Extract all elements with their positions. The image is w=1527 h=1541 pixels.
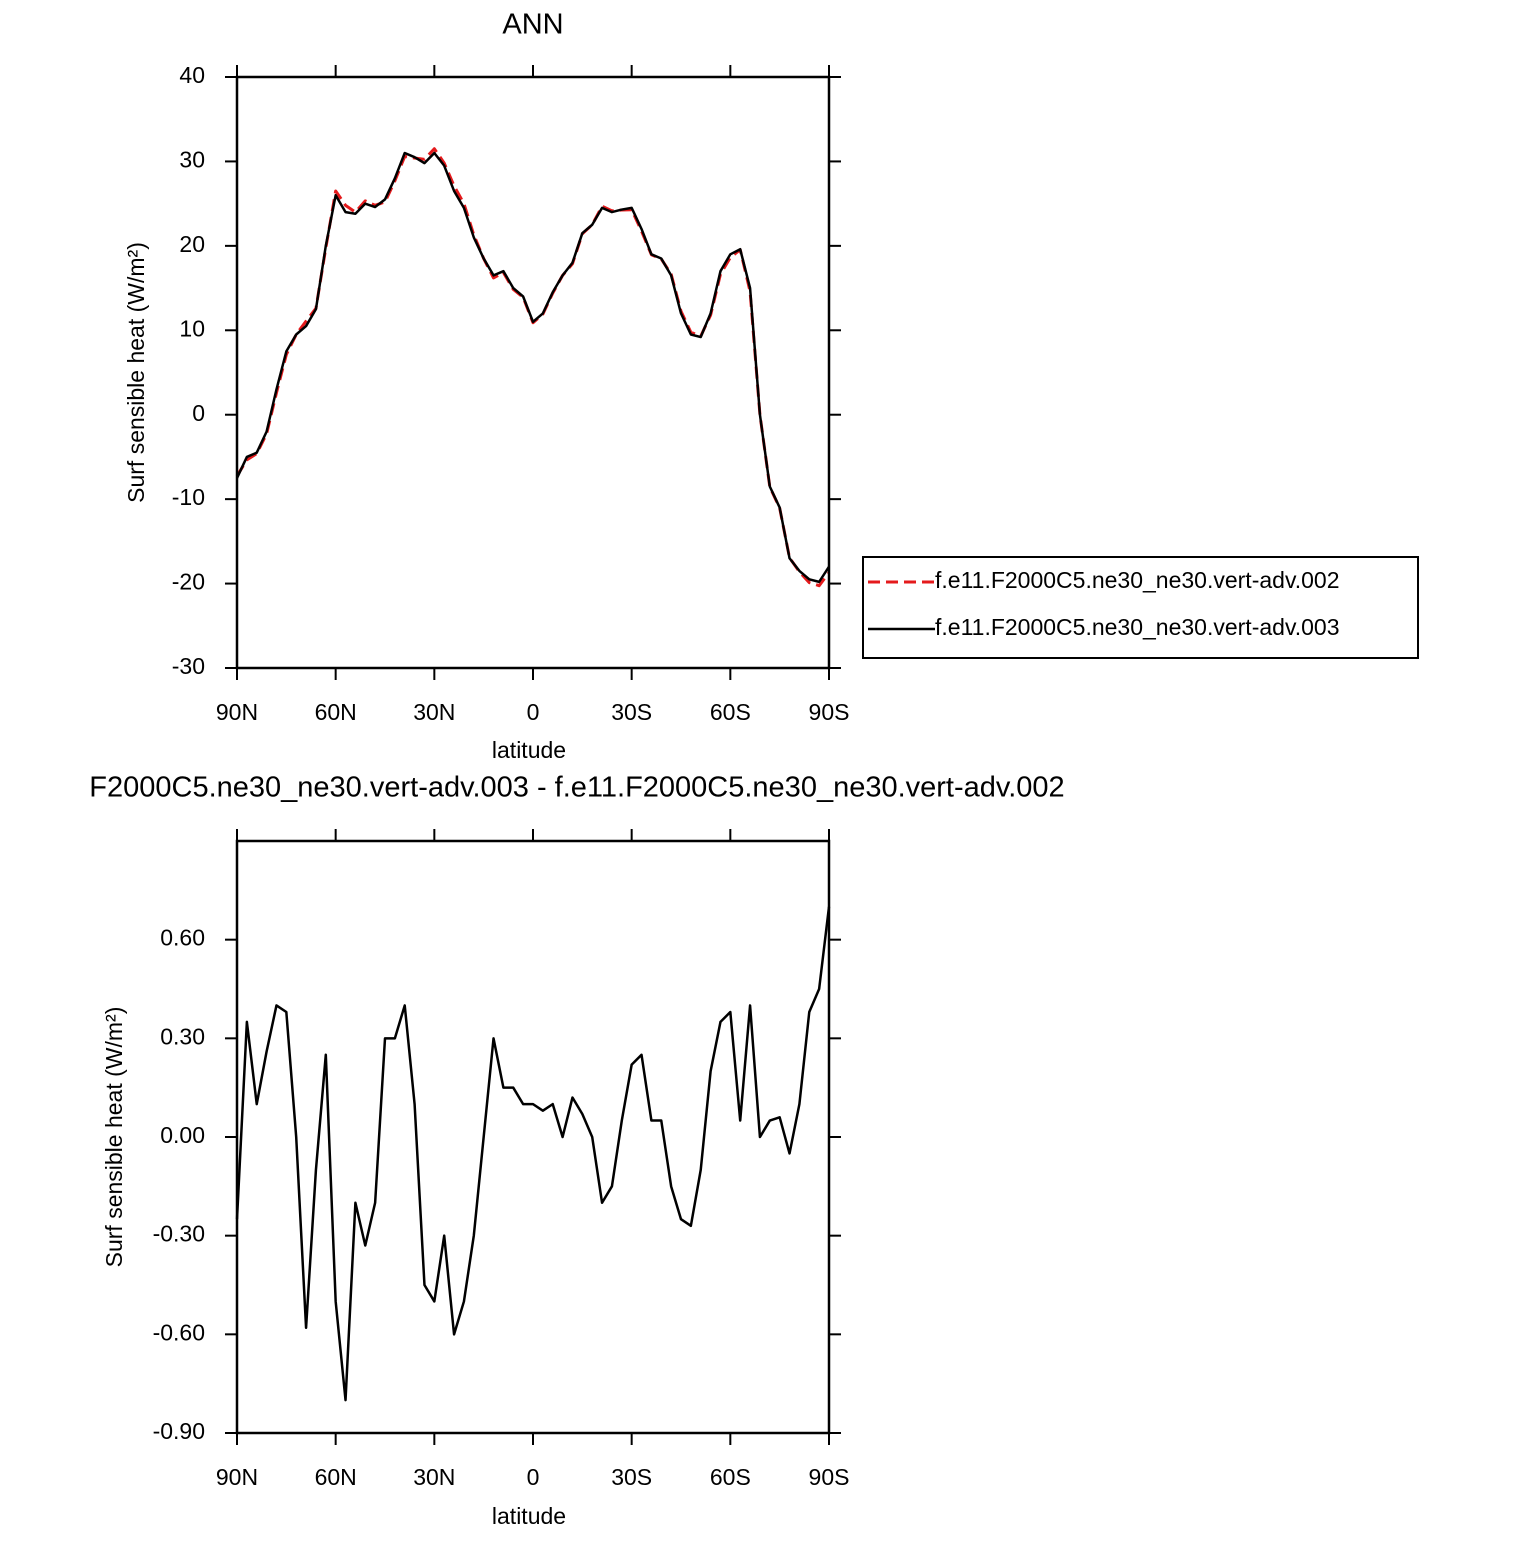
x-tick-label: 90S	[809, 699, 850, 725]
x-tick-label: 0	[527, 1464, 540, 1490]
data-line	[235, 906, 831, 1402]
plot-frame	[235, 75, 831, 670]
x-tick-label: 60N	[315, 1464, 357, 1490]
x-tick-label: 30N	[413, 1464, 455, 1490]
y-tick-label: 20	[179, 231, 205, 257]
y-tick-label: 40	[179, 62, 205, 88]
y-tick-label: -10	[172, 484, 205, 510]
x-tick-label: 30S	[611, 699, 652, 725]
y-tick-label: -0.90	[153, 1418, 205, 1444]
y-tick-label: -0.60	[153, 1319, 205, 1345]
chart-title: F2000C5.ne30_ne30.vert-adv.003 - f.e11.F…	[89, 772, 1064, 804]
y-tick-label: -20	[172, 569, 205, 595]
y-tick-label: 30	[179, 147, 205, 173]
y-tick-label: 0	[192, 400, 205, 426]
x-axis-label: latitude	[492, 737, 566, 763]
y-tick-label: 0.60	[160, 925, 205, 951]
data-line	[235, 147, 831, 588]
y-tick-label: 10	[179, 315, 205, 341]
chart-title: ANN	[502, 9, 563, 41]
x-tick-label: 30N	[413, 699, 455, 725]
x-tick-label: 60S	[710, 1464, 751, 1490]
y-axis-label: Surf sensible heat (W/m²)	[123, 242, 149, 503]
legend-label: f.e11.F2000C5.ne30_ne30.vert-adv.003	[935, 614, 1340, 640]
y-axis-label: Surf sensible heat (W/m²)	[101, 1007, 127, 1268]
y-tick-label: 0.00	[160, 1122, 205, 1148]
x-tick-label: 60S	[710, 699, 751, 725]
x-tick-label: 30S	[611, 1464, 652, 1490]
y-tick-label: -0.30	[153, 1221, 205, 1247]
data-line	[235, 151, 831, 584]
x-tick-label: 90N	[216, 699, 258, 725]
legend-label: f.e11.F2000C5.ne30_ne30.vert-adv.002	[935, 567, 1340, 593]
legend-box	[862, 556, 1419, 659]
x-tick-label: 90N	[216, 1464, 258, 1490]
x-axis-label: latitude	[492, 1503, 566, 1529]
x-tick-label: 90S	[809, 1464, 850, 1490]
plot-frame	[235, 839, 831, 1435]
y-tick-label: -30	[172, 653, 205, 679]
x-tick-label: 0	[527, 699, 540, 725]
x-tick-label: 60N	[315, 699, 357, 725]
y-tick-label: 0.30	[160, 1023, 205, 1049]
